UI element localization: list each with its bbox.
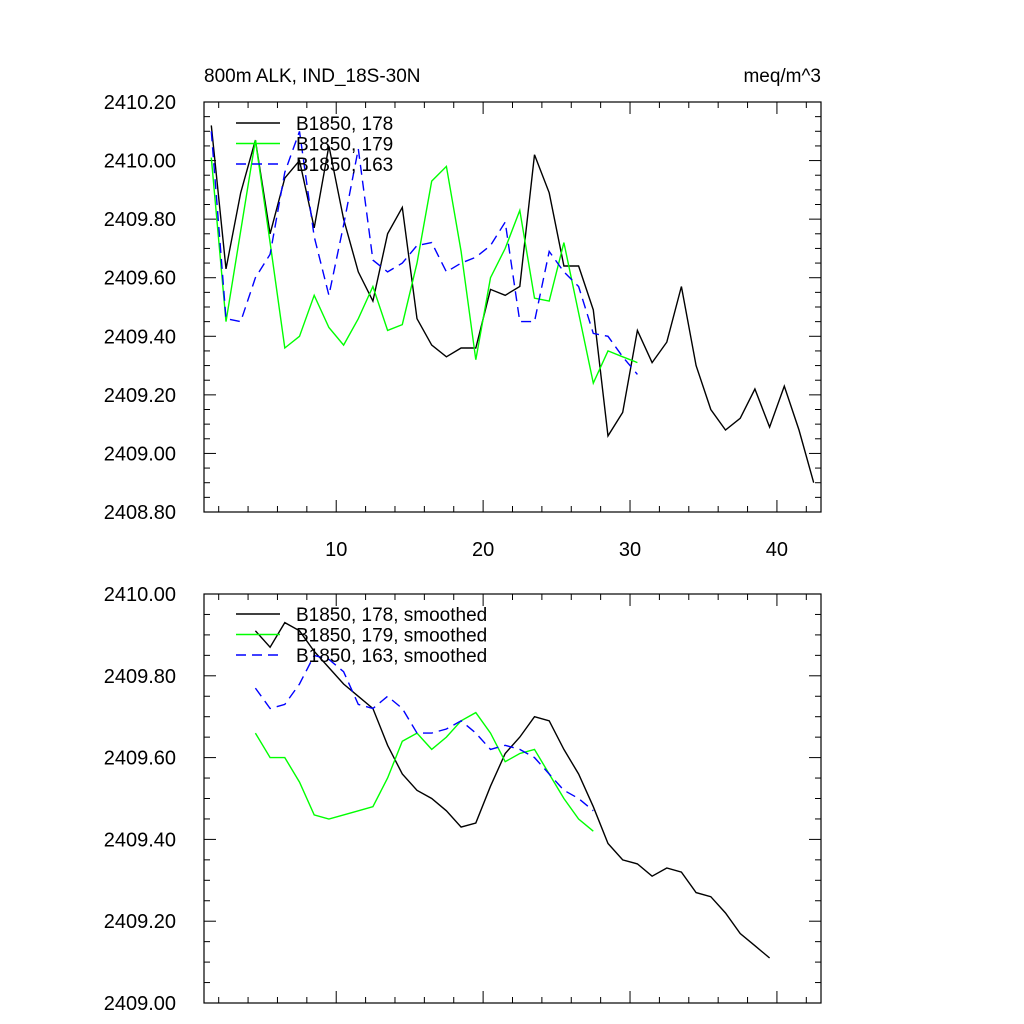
series-line-2 (254, 711, 594, 832)
y-tick-label: 2409.40 (104, 326, 176, 348)
legend-label-3: B1850, 163, smoothed (296, 646, 487, 667)
legend-label-2: B1850, 179 (296, 135, 393, 156)
y-tick-label: 2408.80 (104, 502, 176, 524)
series-line-3 (210, 131, 638, 375)
legend-label-1: B1850, 178 (296, 114, 393, 135)
y-tick-label: 2409.60 (104, 268, 176, 290)
panel-bottom-axes: 2409.00 2409.20 2409.40 2409.60 2409.80 2410.… (104, 584, 822, 1015)
panel-bottom: 2409.00 2409.20 2409.40 2409.60 2409.80 2410.… (104, 584, 822, 1015)
panel-top-title: 800m ALK, IND_18S-30N (204, 66, 421, 87)
panel-top: 800m ALK, IND_18S-30N meq/m^3 2408.80240… (104, 66, 822, 561)
y-tick-label: 2409.00 (104, 443, 176, 465)
y-tick-label: 2409.20 (104, 385, 176, 407)
panel-top-series (210, 125, 815, 483)
series-line-3 (254, 654, 594, 812)
x-tick-label: 40 (766, 539, 788, 561)
y-tick-label: 2409.40 (104, 829, 176, 851)
panel-top-axes: 2408.80 2409.00 2409.20 2409.40 2409.60 2409.… (104, 92, 822, 561)
y-tick-label: 2409.20 (104, 911, 176, 933)
series-line-1 (254, 621, 771, 959)
y-tick-label: 2410.00 (104, 151, 176, 173)
y-tick-label: 2410.20 (104, 92, 176, 114)
x-tick-label: 10 (325, 539, 347, 561)
panel-top-units: meq/m^3 (743, 66, 821, 87)
legend-label-2: B1850, 179, smoothed (296, 626, 487, 647)
series-line-1 (210, 125, 815, 483)
series-line-2 (210, 139, 638, 386)
x-tick-label: 20 (472, 539, 494, 561)
panel-bottom-series (254, 621, 771, 959)
y-tick-label: 2409.00 (104, 993, 176, 1015)
y-tick-label: 2410.00 (104, 584, 176, 606)
legend-label-3: B1850, 163 (296, 155, 393, 176)
legend-label-1: B1850, 178, smoothed (296, 605, 487, 626)
y-tick-label: 2409.80 (104, 209, 176, 231)
y-tick-label: 2409.60 (104, 748, 176, 770)
y-tick-label: 2409.80 (104, 666, 176, 688)
x-tick-label: 30 (619, 539, 641, 561)
